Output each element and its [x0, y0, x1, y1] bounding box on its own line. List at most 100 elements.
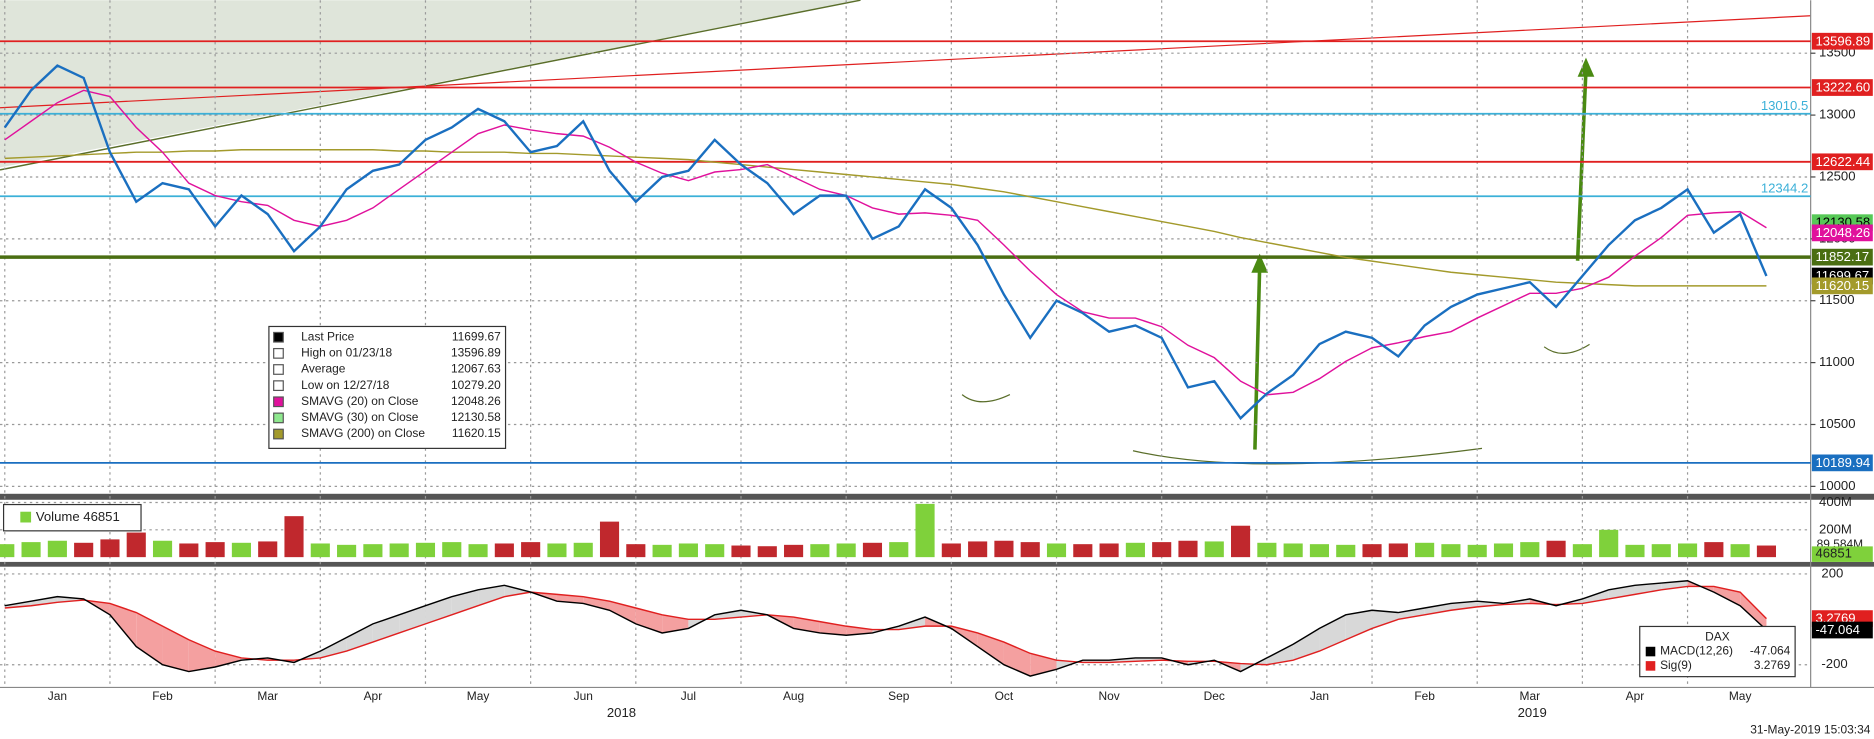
- volume-bar: [1178, 540, 1198, 558]
- legend-name: SMAVG (20) on Close: [301, 394, 419, 408]
- volume-bar: [1099, 543, 1119, 558]
- macd-fill: [162, 626, 189, 672]
- volume-bar: [337, 544, 357, 558]
- x-tick-label: Aug: [783, 689, 804, 703]
- volume-bar: [521, 542, 541, 558]
- volume-bar: [0, 544, 15, 558]
- level-label: 13010.5: [1761, 98, 1808, 113]
- volume-bar: [47, 540, 67, 558]
- pattern-curve: [1543, 343, 1590, 354]
- volume-bar: [1441, 544, 1461, 558]
- macd-fill: [188, 639, 216, 672]
- volume-bar: [1572, 544, 1592, 558]
- level-box: [1811, 277, 1873, 295]
- legend-value: 12048.26: [451, 394, 501, 408]
- volume-bar: [1152, 542, 1172, 558]
- volume-bar: [968, 541, 988, 558]
- macd-last: -47.064: [1815, 622, 1860, 637]
- volume-bar: [179, 543, 199, 558]
- macd-fill: [1266, 644, 1294, 665]
- macd-legend-title: DAX: [1705, 629, 1730, 643]
- level-box: [1811, 248, 1873, 266]
- volume-bar: [1283, 543, 1303, 558]
- y-tick-label: 11500: [1819, 292, 1855, 307]
- level-label: 11620.15: [1815, 278, 1869, 293]
- macd-line: [4, 580, 1767, 677]
- volume-bar: [731, 545, 751, 558]
- level-box: [1811, 454, 1873, 472]
- legend-swatch: [273, 347, 284, 359]
- level-label: 10189.94: [1815, 455, 1870, 470]
- volume-bar: [74, 542, 94, 558]
- volume-bar: [1467, 544, 1487, 558]
- x-tick-label: Jun: [574, 689, 593, 703]
- x-tick-label: Jan: [48, 689, 67, 703]
- volume-bar: [468, 544, 488, 558]
- series-line: [3, 64, 1768, 421]
- volume-bar: [1756, 545, 1776, 558]
- arrow-head: [1577, 57, 1595, 77]
- y-tick-label: 12500: [1819, 168, 1856, 183]
- y-tick-label: 13000: [1819, 107, 1856, 122]
- legend-name: SMAVG (200) on Close: [301, 426, 425, 440]
- macd-fill: [109, 603, 137, 647]
- volume-bar: [994, 540, 1014, 558]
- volume-bar: [442, 542, 462, 558]
- legend-value: 12067.63: [451, 362, 501, 376]
- volume-last-box: [1811, 546, 1873, 562]
- volume-bar: [1651, 544, 1671, 558]
- volume-bar: [1204, 541, 1224, 558]
- macd-fill: [1740, 592, 1767, 631]
- volume-bar: [705, 544, 725, 558]
- level-box: [1811, 79, 1873, 96]
- volume-bar: [1231, 525, 1251, 558]
- x-tick-label: Dec: [1204, 689, 1225, 703]
- legend-name: Average: [301, 362, 346, 376]
- y-tick-label: 10500: [1819, 416, 1856, 431]
- macd-swatch: [1645, 661, 1656, 671]
- x-tick-label: Feb: [1414, 689, 1435, 703]
- volume-bar: [310, 543, 330, 558]
- macd-fill: [583, 596, 610, 611]
- macd-fill: [478, 585, 505, 606]
- volume-bar: [1599, 529, 1619, 558]
- volume-legend: Volume 46851: [36, 509, 120, 524]
- macd-fill: [215, 651, 242, 667]
- y-tick-label: 200M: [1819, 521, 1852, 536]
- volume-bar: [1309, 544, 1330, 558]
- x-tick-label: Sep: [888, 689, 910, 703]
- level-label: 12344.2: [1761, 181, 1808, 196]
- volume-bar: [389, 543, 409, 558]
- series-line: [4, 149, 1767, 287]
- volume-swatch: [20, 511, 32, 523]
- macd-fill: [451, 589, 479, 615]
- macd-fill: [31, 596, 58, 606]
- level-box: [1811, 224, 1873, 242]
- volume-bar: [1046, 543, 1067, 558]
- legend-swatch: [273, 412, 284, 424]
- volume-bar: [1704, 542, 1724, 558]
- volume-bar: [21, 542, 41, 558]
- macd-fill: [1345, 610, 1373, 640]
- volume-bar: [152, 540, 173, 558]
- volume-bar: [1520, 542, 1540, 558]
- volume-bar: [678, 543, 698, 558]
- x-tick-label: Apr: [364, 689, 383, 703]
- panel-separator: [0, 493, 1874, 500]
- macd-fill: [1634, 583, 1662, 595]
- arrow-head: [1251, 253, 1269, 273]
- volume-bar: [547, 543, 567, 558]
- macd-fill: [977, 632, 1004, 665]
- volume-bar: [836, 543, 856, 558]
- volume-bar: [415, 542, 436, 558]
- volume-bar: [126, 532, 146, 558]
- legend-name: SMAVG (30) on Close: [301, 410, 419, 424]
- volume-bar: [810, 544, 830, 558]
- x-tick-label: Jul: [681, 689, 696, 703]
- y-tick-label: 10000: [1819, 478, 1856, 493]
- legend-name: Last Price: [301, 329, 354, 343]
- timestamp: 31-May-2019 15:03:34: [1750, 723, 1870, 737]
- macd-legend-name: Sig(9): [1660, 658, 1692, 672]
- legend-swatch: [273, 428, 284, 440]
